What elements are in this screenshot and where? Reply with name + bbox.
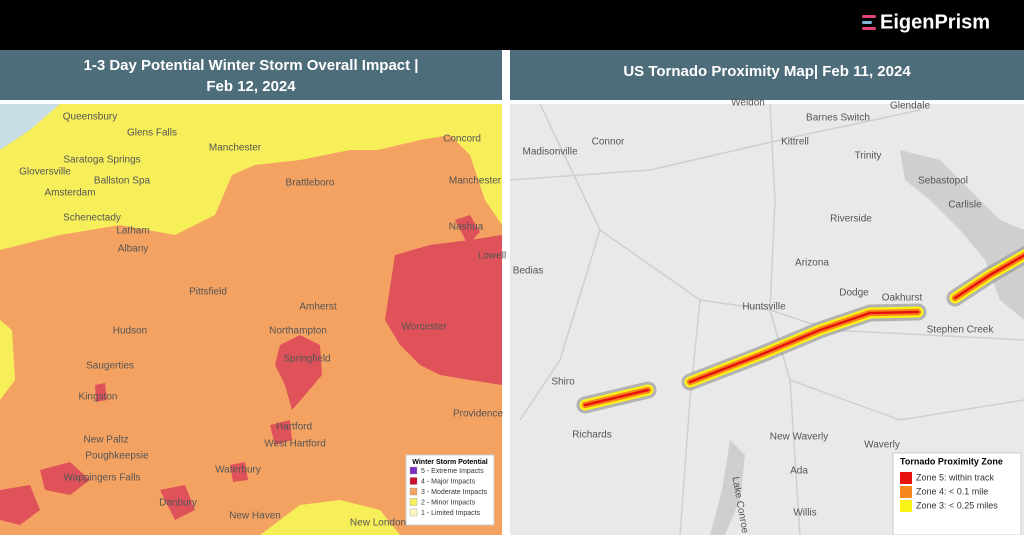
place-label: Trinity <box>855 151 882 162</box>
place-label: Gloversville <box>19 167 71 178</box>
place-label: Riverside <box>830 214 872 225</box>
place-label: Ada <box>790 466 808 477</box>
right-title: US Tornado Proximity Map| Feb 11, 2024 <box>623 63 911 80</box>
place-label: Albany <box>118 244 149 255</box>
place-label: Amsterdam <box>44 188 95 199</box>
place-label: Worcester <box>401 322 447 333</box>
place-label: Springfield <box>283 354 330 365</box>
place-label: Bedias <box>513 266 544 277</box>
legend-swatch <box>409 477 418 485</box>
logo-icon <box>862 15 876 30</box>
place-label: Oakhurst <box>882 293 923 304</box>
place-label: Concord <box>443 134 481 145</box>
tornado-track <box>583 388 650 407</box>
legend-swatch <box>409 466 418 475</box>
place-label: Danbury <box>159 498 197 509</box>
legend-swatch <box>900 472 912 484</box>
legend-label: Zone 4: < 0.1 mile <box>916 486 988 496</box>
place-label: Pittsfield <box>189 287 227 298</box>
place-label: Saratoga Springs <box>63 155 140 166</box>
place-label: Carlisle <box>948 200 982 211</box>
divider <box>502 50 510 535</box>
place-label: Amherst <box>299 302 336 313</box>
place-label: Arizona <box>795 258 829 269</box>
tornado-track <box>688 310 920 384</box>
place-label: Glens Falls <box>127 128 177 139</box>
place-label: Richards <box>572 430 611 441</box>
place-label: Huntsville <box>742 302 786 313</box>
legend-label: Zone 5: within track <box>916 472 995 482</box>
place-label: Wappingers Falls <box>64 473 141 484</box>
tornado-track <box>953 254 1024 300</box>
place-label: Dodge <box>839 288 869 299</box>
place-label: Waverly <box>864 440 900 451</box>
place-label: Latham <box>116 226 149 237</box>
legend-title: Winter Storm Potential <box>412 459 487 466</box>
legend-swatch <box>409 498 418 506</box>
place-label: New London <box>350 518 406 529</box>
place-label: New Haven <box>229 511 281 522</box>
left-title: 1-3 Day Potential Winter Storm Overall I… <box>84 57 419 74</box>
place-label: Weldon <box>731 98 765 109</box>
legend-swatch <box>409 487 418 496</box>
legend-title: Tornado Proximity Zone <box>900 456 1003 466</box>
place-label: Waterbury <box>215 465 261 476</box>
place-label: Manchester <box>449 176 502 187</box>
legend-label: 1 - Limited Impacts <box>421 510 481 517</box>
place-label: New Paltz <box>83 435 128 446</box>
place-label: Kittrell <box>781 137 809 148</box>
tornado-tracks <box>576 245 1024 414</box>
right-header <box>510 50 1024 100</box>
place-label: Willis <box>793 508 816 519</box>
brand: EigenPrism <box>880 11 990 33</box>
place-label: Manchester <box>209 143 262 154</box>
place-label: Hartford <box>276 422 312 433</box>
place-label: Stephen Creek <box>927 325 995 336</box>
place-label: Brattleboro <box>286 178 335 189</box>
place-label: Glendale <box>890 101 930 112</box>
left-header <box>0 50 502 100</box>
place-label: Northampton <box>269 326 327 337</box>
legend-label: 4 - Major Impacts <box>421 478 476 485</box>
legend-swatch <box>900 500 912 512</box>
place-label: Lowell <box>478 251 506 262</box>
legend-label: 3 - Moderate Impacts <box>421 489 488 496</box>
legends: Winter Storm Potential 5 - Extreme Impact… <box>405 452 1022 535</box>
place-label: Nashua <box>449 222 484 233</box>
place-label: Sebastopol <box>918 176 968 187</box>
legend-label: 5 - Extreme Impacts <box>421 468 484 475</box>
legend-label: 2 - Minor Impacts <box>421 499 476 506</box>
place-label: Ballston Spa <box>94 176 151 187</box>
left-title: Feb 12, 2024 <box>206 78 296 95</box>
place-label: Kingston <box>79 392 118 403</box>
legend-swatch <box>900 486 912 498</box>
place-label: Queensbury <box>63 112 117 123</box>
place-label: Hudson <box>113 326 147 337</box>
place-label: Madisonville <box>522 147 577 158</box>
place-label: Poughkeepsie <box>85 451 149 462</box>
place-label: Saugerties <box>86 361 134 372</box>
legend-swatch <box>409 508 418 517</box>
top-bar <box>0 0 1024 50</box>
place-label: Shiro <box>551 377 575 388</box>
legend-box <box>892 452 1022 535</box>
place-label: Connor <box>592 137 625 148</box>
place-label: New Waverly <box>770 432 829 443</box>
place-label: Schenectady <box>63 213 121 224</box>
separator <box>0 100 1024 104</box>
legend-box <box>405 454 495 526</box>
legend-label: Zone 3: < 0.25 miles <box>916 500 998 510</box>
place-label: Barnes Switch <box>806 113 870 124</box>
place-label: West Hartford <box>264 439 326 450</box>
place-label: Providence <box>453 409 503 420</box>
